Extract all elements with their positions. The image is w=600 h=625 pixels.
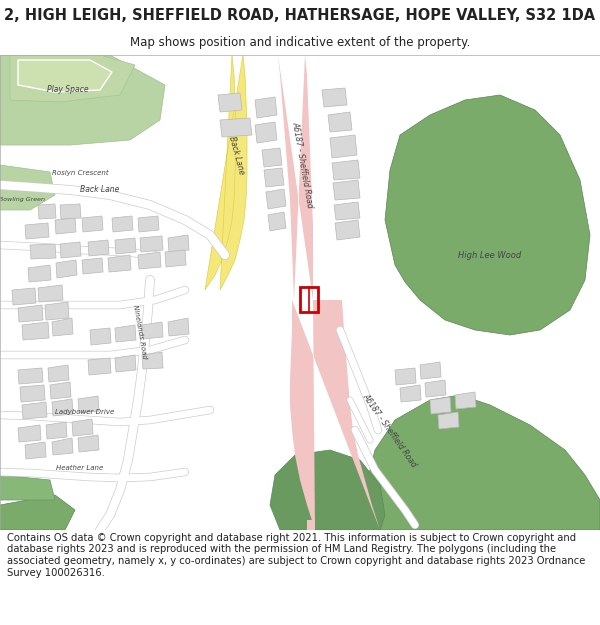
Polygon shape	[38, 204, 56, 219]
Polygon shape	[266, 189, 286, 209]
Polygon shape	[438, 412, 459, 429]
Polygon shape	[268, 212, 286, 231]
Polygon shape	[255, 122, 277, 143]
Polygon shape	[218, 93, 242, 112]
Polygon shape	[30, 244, 56, 259]
Polygon shape	[25, 223, 49, 239]
Polygon shape	[78, 435, 99, 452]
Polygon shape	[0, 475, 55, 500]
Polygon shape	[333, 180, 360, 200]
Polygon shape	[112, 216, 133, 232]
Polygon shape	[18, 425, 41, 442]
Polygon shape	[22, 402, 47, 419]
Text: Heather Lane: Heather Lane	[56, 465, 104, 471]
Polygon shape	[270, 450, 385, 530]
Polygon shape	[138, 216, 159, 232]
Polygon shape	[335, 220, 360, 240]
Polygon shape	[60, 242, 81, 258]
Polygon shape	[25, 442, 46, 459]
Polygon shape	[82, 216, 103, 232]
Polygon shape	[45, 302, 69, 320]
Polygon shape	[400, 385, 421, 402]
Text: Roslyn Crescent: Roslyn Crescent	[52, 170, 109, 176]
Polygon shape	[264, 168, 284, 187]
Polygon shape	[52, 399, 73, 416]
Polygon shape	[10, 55, 135, 102]
Polygon shape	[46, 422, 67, 439]
Text: 2, HIGH LEIGH, SHEFFIELD ROAD, HATHERSAGE, HOPE VALLEY, S32 1DA: 2, HIGH LEIGH, SHEFFIELD ROAD, HATHERSAG…	[4, 8, 596, 23]
Polygon shape	[50, 382, 71, 399]
Polygon shape	[425, 380, 446, 397]
Polygon shape	[322, 88, 347, 107]
Polygon shape	[48, 365, 69, 382]
Text: Bowling Green: Bowling Green	[0, 198, 45, 202]
Polygon shape	[115, 325, 136, 342]
Polygon shape	[332, 160, 360, 180]
Text: Map shows position and indicative extent of the property.: Map shows position and indicative extent…	[130, 36, 470, 49]
Polygon shape	[307, 520, 315, 530]
Polygon shape	[108, 255, 131, 272]
Polygon shape	[328, 112, 352, 132]
Polygon shape	[262, 148, 282, 167]
Polygon shape	[165, 250, 186, 267]
Polygon shape	[28, 265, 51, 282]
Polygon shape	[82, 258, 103, 274]
Polygon shape	[168, 235, 189, 252]
Polygon shape	[38, 285, 63, 302]
Polygon shape	[385, 95, 590, 335]
Polygon shape	[255, 97, 277, 118]
Polygon shape	[52, 438, 73, 455]
Text: A6187 - Sheffield Road: A6187 - Sheffield Road	[361, 391, 419, 469]
Polygon shape	[430, 397, 451, 414]
Text: Ladybower Drive: Ladybower Drive	[55, 409, 115, 415]
Polygon shape	[395, 368, 416, 385]
Text: A6187 - Sheffield Road: A6187 - Sheffield Road	[290, 121, 314, 209]
Polygon shape	[365, 395, 600, 530]
Polygon shape	[142, 322, 163, 339]
Polygon shape	[88, 358, 111, 375]
Polygon shape	[220, 118, 252, 137]
Polygon shape	[55, 218, 76, 234]
Text: Back Lane: Back Lane	[227, 135, 247, 175]
Text: Play Space: Play Space	[47, 86, 89, 94]
Polygon shape	[0, 165, 55, 210]
Polygon shape	[142, 352, 163, 369]
Polygon shape	[168, 318, 189, 336]
Text: High Lee Wood: High Lee Wood	[458, 251, 521, 259]
Polygon shape	[278, 55, 313, 300]
Polygon shape	[290, 300, 380, 530]
Text: Ninelands Road: Ninelands Road	[132, 304, 148, 359]
Polygon shape	[22, 322, 49, 340]
Polygon shape	[138, 252, 161, 269]
Polygon shape	[90, 328, 111, 345]
Polygon shape	[56, 260, 77, 278]
Polygon shape	[18, 305, 43, 322]
Polygon shape	[20, 385, 45, 402]
Polygon shape	[330, 135, 357, 158]
Polygon shape	[18, 368, 43, 384]
Polygon shape	[78, 396, 99, 413]
Polygon shape	[0, 495, 75, 530]
Polygon shape	[52, 318, 73, 336]
Text: Back Lane: Back Lane	[80, 186, 119, 194]
Polygon shape	[205, 55, 247, 290]
Polygon shape	[12, 288, 36, 305]
Polygon shape	[88, 240, 109, 256]
Polygon shape	[334, 202, 360, 220]
Text: Contains OS data © Crown copyright and database right 2021. This information is : Contains OS data © Crown copyright and d…	[7, 533, 586, 578]
Polygon shape	[115, 238, 136, 254]
Polygon shape	[115, 355, 136, 372]
Polygon shape	[18, 60, 112, 92]
Polygon shape	[140, 236, 163, 252]
Polygon shape	[455, 392, 476, 409]
Polygon shape	[60, 204, 81, 219]
Polygon shape	[72, 419, 93, 436]
Polygon shape	[420, 362, 441, 379]
Polygon shape	[0, 55, 165, 145]
